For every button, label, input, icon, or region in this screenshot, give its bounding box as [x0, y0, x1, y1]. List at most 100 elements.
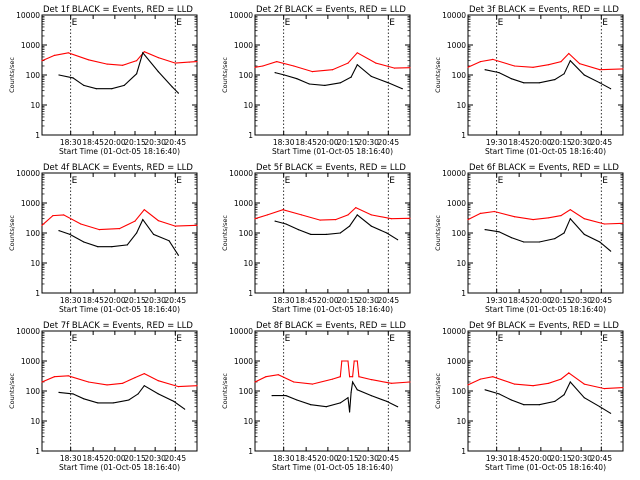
data-point-lld	[157, 57, 159, 59]
x-tick-label: 20:15	[550, 138, 572, 147]
y-tick-label: 1	[461, 447, 466, 456]
y-tick-label: 100	[452, 229, 467, 238]
data-point-lld	[134, 377, 136, 379]
series-line-lld	[41, 51, 198, 66]
data-point-events	[387, 82, 389, 84]
x-tick-label: 18:45	[295, 454, 317, 463]
y-tick-label: 10000	[442, 327, 466, 336]
data-point-events	[583, 74, 585, 76]
data-point-events	[569, 60, 571, 62]
x-tick-label: 18:30	[273, 138, 295, 147]
data-point-lld	[513, 383, 516, 385]
data-point-events	[137, 393, 139, 395]
time-marker-label: E	[285, 334, 291, 344]
data-point-events	[310, 404, 312, 406]
x-tick-label: 20:00	[317, 138, 339, 147]
x-tick-label: 20:45	[164, 296, 186, 305]
axes-frame	[467, 14, 624, 136]
y-tick-label: 1000	[447, 199, 466, 208]
y-tick-label: 10000	[442, 11, 466, 20]
data-point-events	[157, 71, 159, 73]
data-point-events	[554, 238, 556, 240]
time-marker-label: E	[72, 176, 78, 186]
data-point-lld	[370, 214, 372, 216]
x-axis-label: Start Time (01-Oct-05 18:16:40)	[59, 463, 180, 472]
data-point-events	[370, 395, 372, 397]
data-point-events	[58, 74, 60, 76]
axes-frame	[254, 14, 411, 136]
data-point-lld	[157, 380, 159, 382]
data-point-lld	[341, 360, 343, 362]
data-point-events	[498, 231, 500, 233]
data-point-events	[563, 73, 565, 75]
data-point-lld	[157, 220, 159, 222]
series-line-events	[274, 63, 403, 90]
series-line-events	[484, 381, 611, 414]
data-point-events	[111, 246, 113, 248]
x-axis-label: Start Time (01-Oct-05 18:16:40)	[272, 147, 393, 156]
data-point-lld	[493, 210, 495, 213]
data-point-events	[397, 239, 399, 241]
data-point-lld	[67, 375, 69, 377]
data-point-lld	[548, 64, 550, 66]
data-point-events	[484, 229, 486, 231]
panel-det-7: Det 7f BLACK = Events, RED = LLD 1 10 100 10…	[8, 321, 198, 472]
y-tick-label: 1000	[234, 41, 253, 50]
data-point-lld	[479, 378, 481, 380]
data-point-lld	[254, 381, 256, 383]
panel-det-4: Det 4f BLACK = Events, RED = LLD 1 10 100 10…	[8, 163, 198, 314]
data-point-events	[352, 381, 354, 383]
data-point-lld	[583, 383, 585, 385]
x-tick-label: 20:45	[590, 296, 612, 305]
data-point-lld	[603, 223, 606, 225]
data-point-lld	[98, 229, 100, 231]
data-point-events	[538, 404, 540, 406]
data-point-lld	[579, 63, 581, 65]
data-point-lld	[188, 61, 190, 63]
time-marker-label: E	[176, 176, 182, 186]
data-point-events	[349, 411, 351, 413]
data-point-events	[339, 402, 341, 404]
x-tick-label: 20:30	[144, 296, 166, 305]
y-tick-label: 100	[452, 387, 467, 396]
x-tick-label: 20:15	[337, 454, 359, 463]
data-point-events	[356, 64, 358, 66]
x-tick-label: 20:15	[124, 454, 146, 463]
data-point-lld	[532, 66, 534, 68]
data-point-events	[325, 406, 327, 408]
data-point-lld	[390, 382, 392, 384]
data-point-lld	[513, 216, 516, 218]
data-point-lld	[603, 388, 606, 390]
data-point-lld	[87, 381, 90, 383]
data-point-lld	[136, 60, 138, 62]
data-point-lld	[311, 71, 313, 73]
data-point-lld	[353, 360, 355, 362]
data-point-events	[83, 84, 85, 86]
x-tick-label: 20:30	[570, 454, 592, 463]
x-axis-label: Start Time (01-Oct-05 18:16:40)	[59, 147, 180, 156]
data-point-events	[58, 230, 60, 232]
data-point-lld	[53, 376, 56, 378]
panel-title: Det 8f BLACK = Events, RED = LLD	[256, 321, 406, 331]
data-point-lld	[599, 69, 601, 71]
time-marker-label: E	[176, 334, 182, 344]
data-point-events	[397, 406, 399, 408]
y-tick-label: 100	[239, 387, 254, 396]
panel-det-5: Det 5f BLACK = Events, RED = LLD 1 10 100 10…	[221, 163, 411, 314]
data-point-events	[498, 72, 500, 74]
data-point-lld	[265, 376, 267, 378]
x-tick-label: 19:30	[486, 454, 508, 463]
data-point-events	[83, 241, 85, 243]
data-point-events	[308, 83, 310, 85]
axes-frame	[467, 172, 624, 294]
y-tick-label: 10	[30, 259, 40, 268]
data-point-events	[538, 82, 540, 84]
data-point-lld	[53, 54, 56, 57]
data-point-lld	[467, 384, 469, 386]
x-tick-label: 18:45	[82, 138, 104, 147]
data-point-events	[285, 395, 287, 397]
data-point-lld	[311, 383, 313, 385]
y-tick-label: 1000	[21, 357, 40, 366]
x-tick-label: 20:00	[530, 454, 552, 463]
